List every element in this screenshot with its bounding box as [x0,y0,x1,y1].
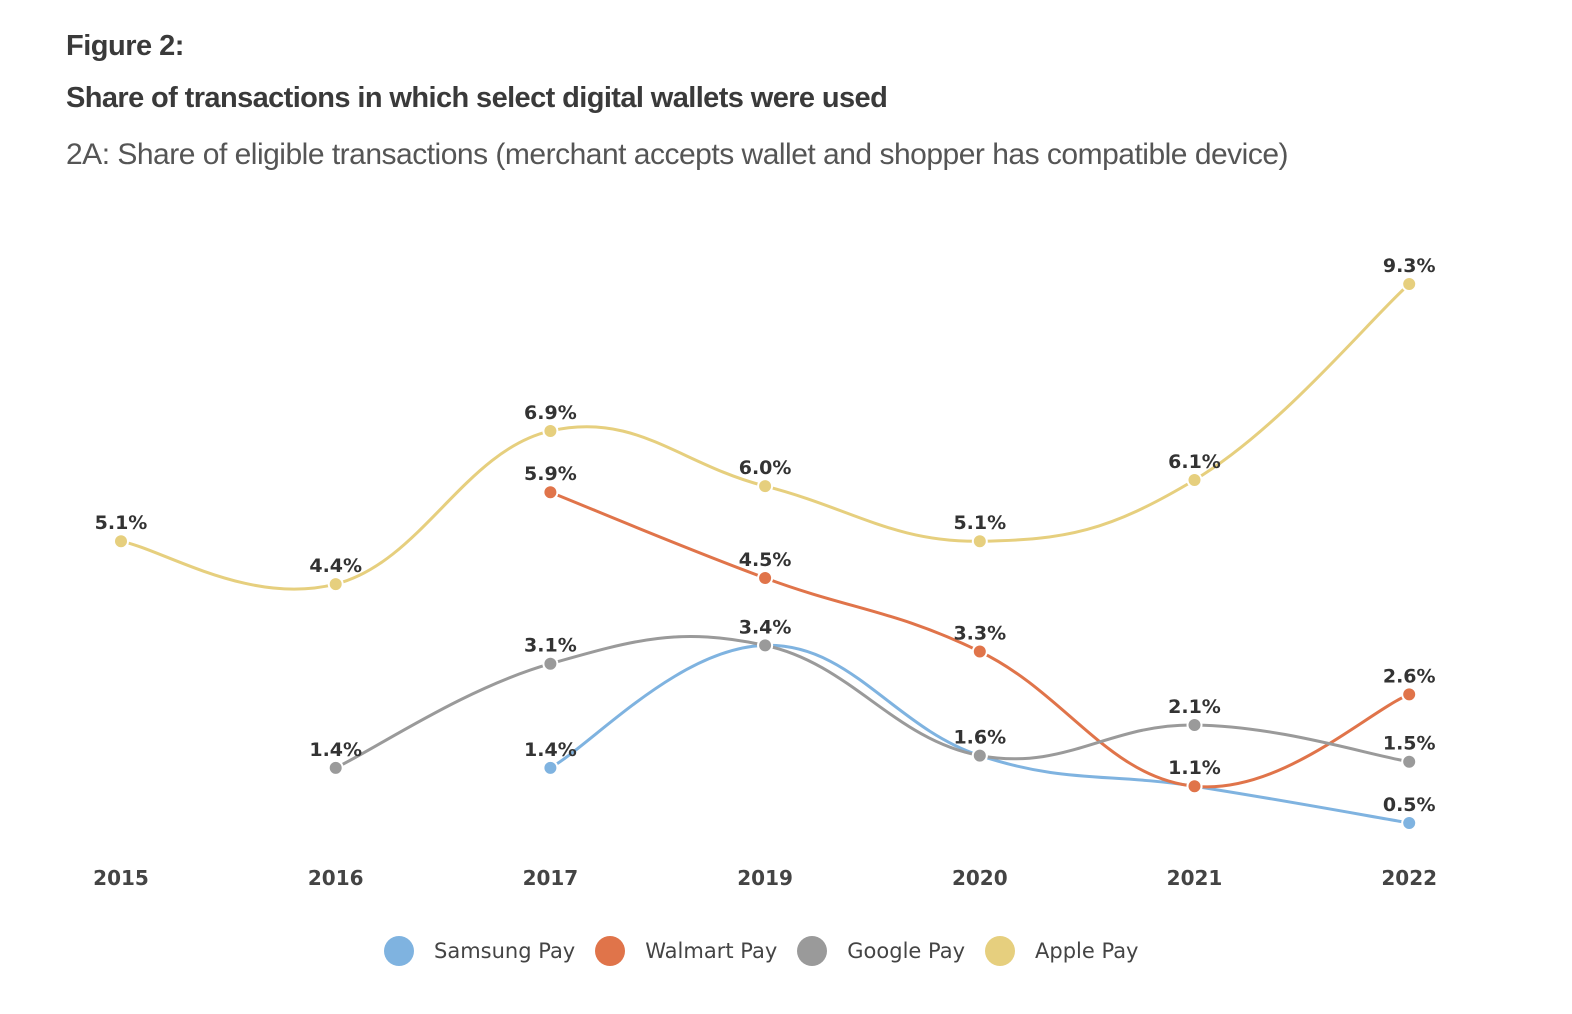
legend-label: Apple Pay [1035,939,1139,963]
data-point-apple-pay [971,533,988,550]
legend-item-google-pay[interactable]: Google Pay [797,936,965,966]
data-label-google-pay: 2.1% [1168,696,1221,718]
legend-swatch-google-pay [797,936,828,966]
legend-item-walmart-pay[interactable]: Walmart Pay [595,936,777,966]
data-point-google-pay [971,747,988,764]
data-point-walmart-pay [971,643,988,660]
data-point-google-pay [1186,716,1203,733]
data-point-walmart-pay [1186,778,1203,795]
data-point-walmart-pay [1401,686,1418,703]
x-tick-label: 2022 [1381,866,1437,890]
legend-item-apple-pay[interactable]: Apple Pay [985,936,1139,966]
data-point-apple-pay [327,576,344,593]
data-label-apple-pay: 6.9% [524,402,577,424]
chart-legend: Samsung Pay Walmart Pay Google Pay Apple… [384,936,1159,966]
legend-swatch-samsung-pay [384,936,414,966]
data-label-google-pay: 1.6% [953,727,1006,749]
data-point-samsung-pay [1401,814,1418,831]
data-point-walmart-pay [542,484,559,501]
data-point-apple-pay [1186,471,1203,488]
figure-label: Figure 2: [66,30,184,62]
data-label-google-pay: 3.1% [524,635,577,657]
data-label-apple-pay: 9.3% [1383,255,1436,277]
series-line-google-pay [334,635,1411,770]
data-label-walmart-pay: 4.5% [739,549,792,571]
data-label-apple-pay: 6.0% [739,457,792,479]
data-label-samsung-pay: 0.5% [1383,794,1436,816]
legend-label: Google Pay [847,939,966,963]
legend-swatch-walmart-pay [595,936,626,966]
data-point-samsung-pay [542,759,559,776]
x-tick-label: 2019 [737,866,793,890]
data-label-apple-pay: 4.4% [309,555,362,577]
data-label-walmart-pay: 2.6% [1383,665,1436,687]
data-label-google-pay: 1.4% [309,739,362,761]
legend-label: Walmart Pay [645,939,778,963]
x-tick-label: 2017 [523,866,579,890]
chart-subtitle: 2A: Share of eligible transactions (merc… [66,138,1289,171]
series-line-samsung-pay [548,643,1411,825]
chart-title: Share of transactions in which select di… [66,82,888,114]
legend-label: Samsung Pay [434,939,576,963]
data-point-google-pay [327,759,344,776]
data-point-google-pay [757,637,774,654]
data-label-apple-pay: 6.1% [1168,451,1221,473]
data-point-walmart-pay [757,569,774,586]
data-label-google-pay: 1.5% [1383,733,1436,755]
legend-item-samsung-pay[interactable]: Samsung Pay [384,936,575,966]
data-point-apple-pay [757,478,774,495]
series-line-apple-pay [119,282,1411,591]
data-label-google-pay: 3.4% [739,616,792,638]
data-label-walmart-pay: 1.1% [1168,757,1221,779]
data-label-apple-pay: 5.1% [953,512,1006,534]
legend-swatch-apple-pay [985,936,1016,966]
data-point-google-pay [542,655,559,672]
x-tick-label: 2015 [93,866,149,890]
data-label-apple-pay: 5.1% [95,512,148,534]
data-label-walmart-pay: 3.3% [953,622,1006,644]
data-point-apple-pay [1401,275,1418,292]
x-tick-label: 2020 [952,866,1008,890]
x-tick-label: 2021 [1167,866,1223,890]
x-tick-label: 2016 [308,866,364,890]
data-point-apple-pay [542,422,559,439]
data-label-samsung-pay: 1.4% [524,739,577,761]
data-label-walmart-pay: 5.9% [524,463,577,485]
data-point-google-pay [1401,753,1418,770]
data-point-apple-pay [113,533,129,550]
